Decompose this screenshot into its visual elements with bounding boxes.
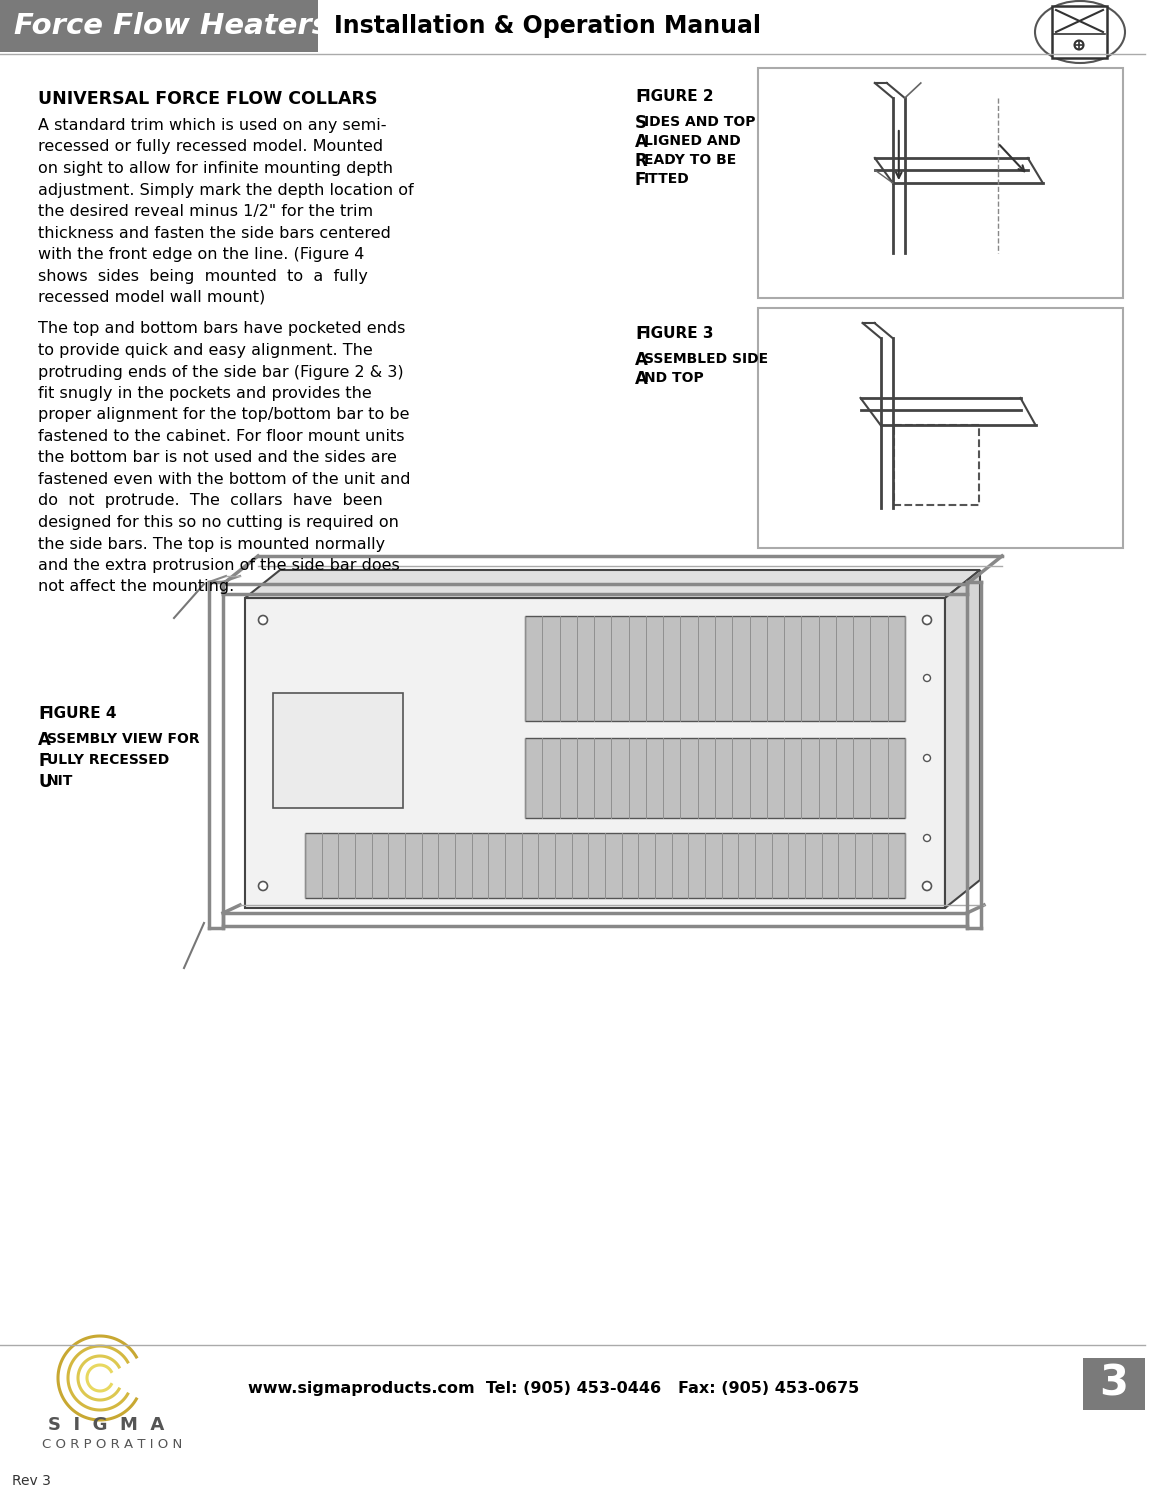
Text: and the extra protrusion of the side bar does: and the extra protrusion of the side bar… [38,558,400,573]
Text: protruding ends of the side bar (Figure 2 & 3): protruding ends of the side bar (Figure … [38,364,403,380]
Text: C O R P O R A T I O N: C O R P O R A T I O N [42,1438,182,1450]
Text: proper alignment for the top/bottom bar to be: proper alignment for the top/bottom bar … [38,408,410,423]
Text: UNIVERSAL FORCE FLOW COLLARS: UNIVERSAL FORCE FLOW COLLARS [38,90,378,108]
Text: fit snugly in the pockets and provides the: fit snugly in the pockets and provides t… [38,386,372,400]
Text: F: F [38,705,51,723]
Bar [526,738,906,818]
Text: EADY TO BE: EADY TO BE [644,153,736,166]
Text: shows  sides  being  mounted  to  a  fully: shows sides being mounted to a fully [38,268,368,284]
Text: S: S [635,114,647,132]
Bar [1052,6,1106,59]
Text: A: A [38,730,51,748]
Text: adjustment. Simply mark the depth location of: adjustment. Simply mark the depth locati… [38,183,413,198]
Text: ITTED: ITTED [644,172,690,186]
Ellipse shape [1035,2,1125,63]
Polygon shape [945,570,979,908]
Text: Force Flow Heaters: Force Flow Heaters [14,12,329,40]
Text: not affect the mounting.: not affect the mounting. [38,579,234,594]
Text: the bottom bar is not used and the sides are: the bottom bar is not used and the sides… [38,450,397,465]
Text: NIT: NIT [47,774,74,788]
Text: IGURE 2: IGURE 2 [644,88,714,104]
Text: Installation & Operation Manual: Installation & Operation Manual [334,13,761,38]
Text: S  I  G  M  A: S I G M A [49,1416,164,1434]
Text: F: F [635,326,647,344]
Text: U: U [38,772,52,790]
Text: The top and bottom bars have pocketed ends: The top and bottom bars have pocketed en… [38,321,405,336]
Text: ULLY RECESSED: ULLY RECESSED [47,753,170,766]
Ellipse shape [924,834,931,842]
Polygon shape [245,570,979,598]
Text: the desired reveal minus 1/2" for the trim: the desired reveal minus 1/2" for the tr… [38,204,373,219]
Bar [758,68,1123,298]
Text: fastened to the cabinet. For floor mount units: fastened to the cabinet. For floor mount… [38,429,404,444]
Text: IGURE 4: IGURE 4 [49,706,117,722]
Bar [758,308,1123,548]
Text: LIGNED AND: LIGNED AND [644,134,740,148]
Text: F: F [38,752,50,770]
Bar [1083,1358,1145,1410]
Bar [894,424,978,506]
Text: A: A [635,134,648,152]
Text: SSEMBLED SIDE: SSEMBLED SIDE [644,352,768,366]
Text: with the front edge on the line. (Figure 4: with the front edge on the line. (Figure… [38,248,364,262]
Text: F: F [635,171,647,189]
Text: do  not  protrude.  The  collars  have  been: do not protrude. The collars have been [38,494,382,508]
Bar [305,833,906,898]
Text: A: A [635,370,648,388]
Ellipse shape [259,615,268,624]
Ellipse shape [1074,40,1083,50]
Text: Rev 3: Rev 3 [12,1474,51,1488]
Bar [526,616,906,722]
Text: recessed model wall mount): recessed model wall mount) [38,290,266,304]
Text: A: A [635,351,648,369]
Text: ND TOP: ND TOP [644,370,703,386]
Text: the side bars. The top is mounted normally: the side bars. The top is mounted normal… [38,537,385,552]
Text: 3: 3 [1100,1364,1128,1406]
Ellipse shape [923,882,931,891]
Text: to provide quick and easy alignment. The: to provide quick and easy alignment. The [38,344,373,358]
Ellipse shape [923,615,931,624]
Text: A standard trim which is used on any semi-: A standard trim which is used on any sem… [38,118,387,134]
Bar [273,693,403,808]
Text: F: F [635,88,647,106]
Bar [0,0,318,53]
Text: IDES AND TOP: IDES AND TOP [644,116,755,129]
Text: recessed or fully recessed model. Mounted: recessed or fully recessed model. Mounte… [38,140,383,154]
Text: thickness and fasten the side bars centered: thickness and fasten the side bars cente… [38,225,390,240]
Text: R: R [635,152,648,170]
Text: on sight to allow for infinite mounting depth: on sight to allow for infinite mounting … [38,160,393,176]
Text: www.sigmaproducts.com  Tel: (905) 453-0446   Fax: (905) 453-0675: www.sigmaproducts.com Tel: (905) 453-044… [248,1380,859,1395]
Text: IGURE 3: IGURE 3 [644,326,714,340]
Ellipse shape [924,675,931,681]
Text: SSEMBLY VIEW FOR: SSEMBLY VIEW FOR [47,732,200,746]
Ellipse shape [924,754,931,762]
Text: fastened even with the bottom of the unit and: fastened even with the bottom of the uni… [38,472,410,488]
Text: designed for this so no cutting is required on: designed for this so no cutting is requi… [38,514,398,529]
Bar [245,598,945,908]
Ellipse shape [259,882,268,891]
